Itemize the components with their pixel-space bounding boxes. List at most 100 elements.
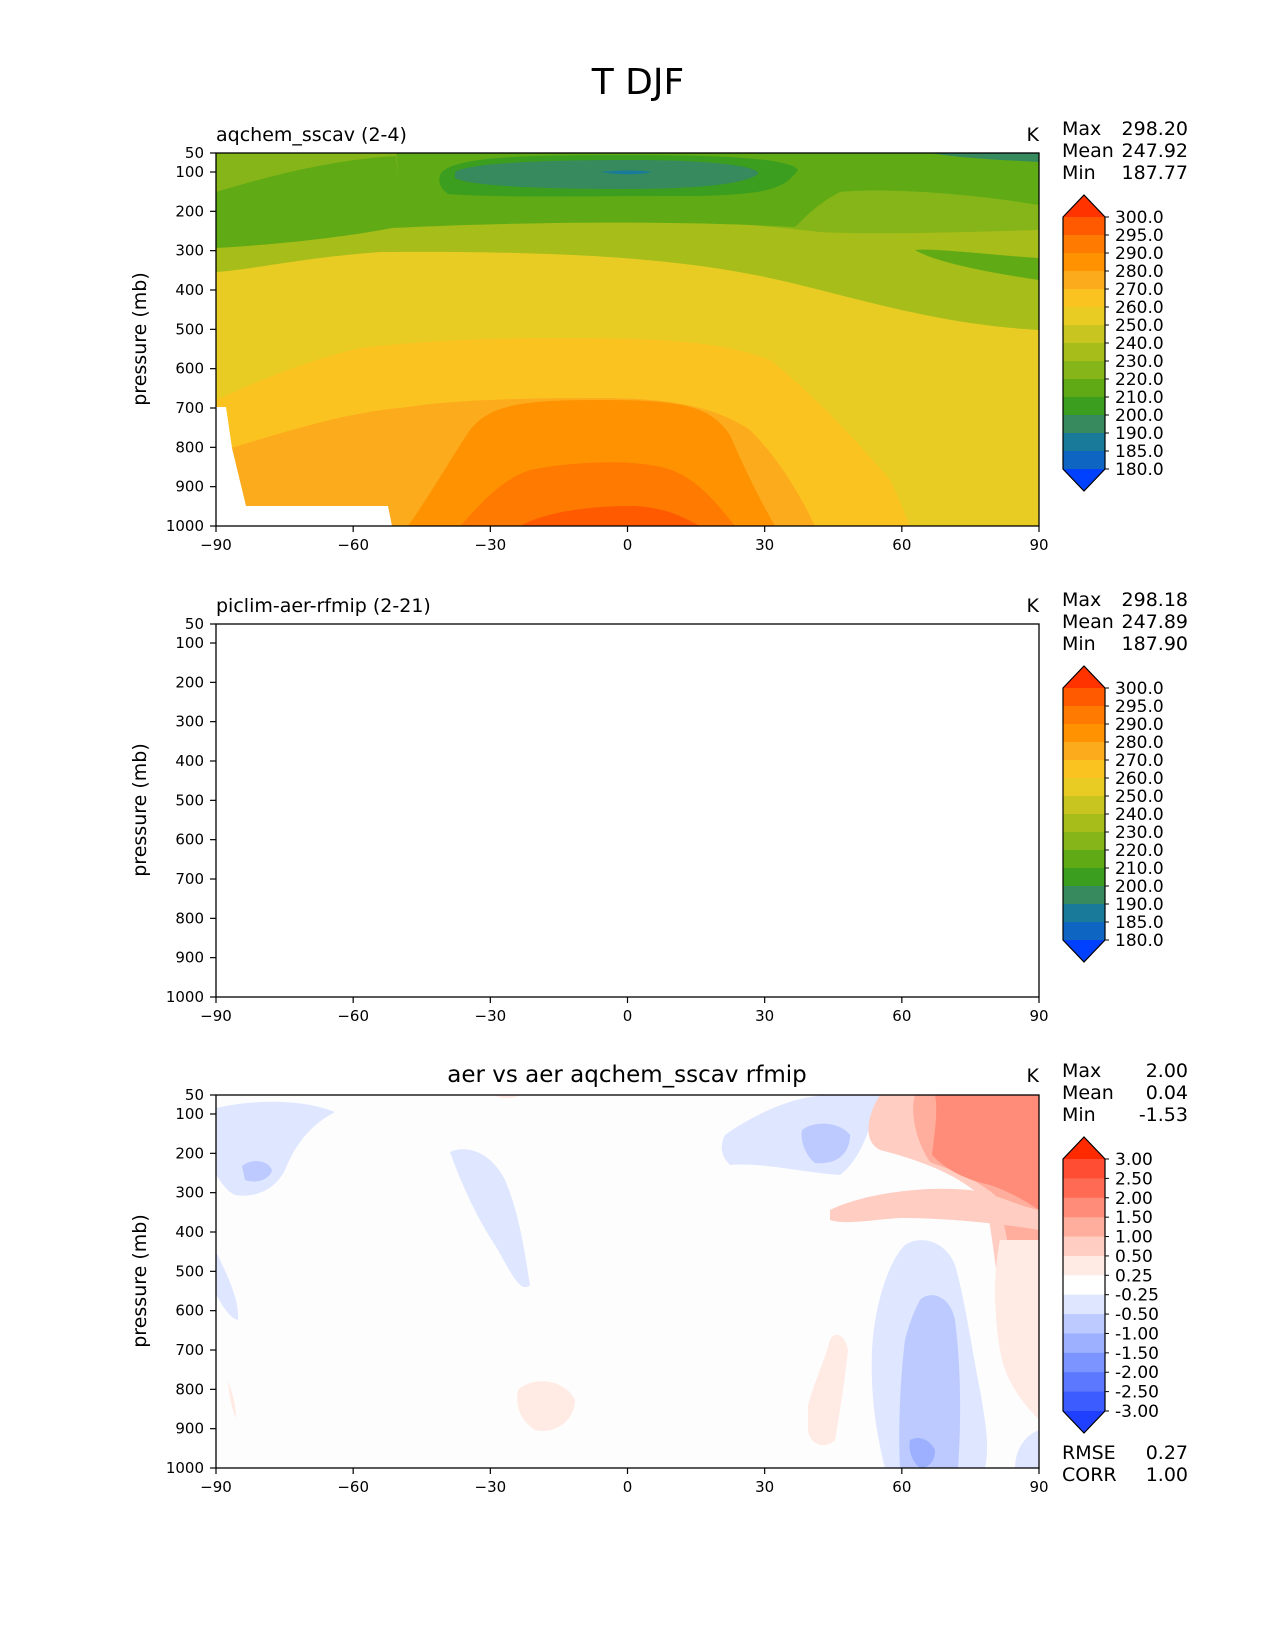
panel-3-xtick-label: −60 — [337, 1478, 369, 1496]
panel-2-mean-value: 247.89 — [1122, 611, 1188, 633]
panel-3-colorbar-segment — [1063, 1255, 1105, 1276]
panel-2-colorbar-segment — [1063, 886, 1105, 905]
panel-3-mean-value: 0.04 — [1146, 1082, 1188, 1104]
panel-1-colorbar-label: 270.0 — [1115, 280, 1164, 300]
panel-2: piclim-aer-rfmip (2-21) K Max 298.18 Mea… — [129, 589, 1188, 1025]
panel-2-colorbar-label: 300.0 — [1115, 679, 1164, 699]
panel-2-colorbar-label: 185.0 — [1115, 913, 1164, 933]
panel-3-xtick-label: 60 — [892, 1478, 911, 1496]
panel-3-colorbar-label: 2.50 — [1115, 1169, 1153, 1189]
panel-2-colorbar-segment — [1063, 922, 1105, 941]
panel-2-ylabel: pressure (mb) — [129, 743, 151, 877]
panel-2-colorbar-label: 295.0 — [1115, 697, 1164, 717]
panel-1-colorbar-label: 260.0 — [1115, 298, 1164, 318]
panel-2-colorbar-label: 280.0 — [1115, 733, 1164, 753]
panel-1-colorbar-segment — [1063, 325, 1105, 344]
panel-3-rmse-label: RMSE — [1062, 1442, 1116, 1464]
panel-2-colorbar-segment — [1063, 706, 1105, 725]
panel-3-colorbar-label: -3.00 — [1115, 1402, 1159, 1422]
panel-3-colorbar-label: -1.50 — [1115, 1344, 1159, 1364]
panel-1-xtick-label: 90 — [1029, 536, 1048, 554]
panel-2-max-value: 298.18 — [1122, 589, 1188, 611]
panel-3-xtick-label: −90 — [200, 1478, 232, 1496]
panel-2-max-label: Max — [1062, 589, 1101, 611]
panel-2-ytick-label: 300 — [175, 713, 204, 731]
panel-2-units: K — [1027, 595, 1040, 617]
panel-2-colorbar: 300.0295.0290.0280.0270.0260.0250.0240.0… — [1062, 665, 1164, 963]
panel-3-min-value: -1.53 — [1139, 1104, 1188, 1126]
panel-2-ytick-label: 800 — [175, 909, 204, 927]
panel-2-colorbar-extend-min — [1063, 940, 1105, 962]
panel-2-ytick-label: 500 — [175, 791, 204, 809]
panel-1-colorbar-label: 250.0 — [1115, 316, 1164, 336]
panel-3-colorbar-segment — [1063, 1314, 1105, 1334]
panel-2-min-label: Min — [1062, 633, 1096, 655]
panel-1-colorbar-segment — [1063, 379, 1105, 398]
panel-1-colorbar-label: 230.0 — [1115, 352, 1164, 372]
panel-2-colorbar-segment — [1063, 760, 1105, 779]
panel-1-title: aqchem_sscav (2-4) — [216, 124, 407, 146]
panel-2-title: piclim-aer-rfmip (2-21) — [216, 595, 431, 617]
panel-3-max-value: 2.00 — [1146, 1060, 1188, 1082]
panel-3-colorbar-label: -2.50 — [1115, 1383, 1159, 1403]
panel-3-stats: Max 2.00 Mean 0.04 Min -1.53 — [1062, 1060, 1188, 1126]
panel-2-colorbar-label: 260.0 — [1115, 769, 1164, 789]
panel-1-colorbar-label: 190.0 — [1115, 424, 1164, 444]
panel-2-contour-field — [216, 624, 1039, 997]
panel-2-colorbar-label: 220.0 — [1115, 841, 1164, 861]
panel-1-colorbar-label: 220.0 — [1115, 370, 1164, 390]
panel-1-xtick-label: −90 — [200, 536, 232, 554]
panel-1-colorbar-label: 200.0 — [1115, 406, 1164, 426]
panel-2-colorbar-extend-max — [1063, 666, 1105, 688]
panel-1-min-value: 187.77 — [1122, 162, 1188, 184]
panel-1-ytick-label: 800 — [175, 438, 204, 456]
panel-2-colorbar-segment — [1063, 724, 1105, 743]
panel-3-colorbar-segment — [1063, 1159, 1105, 1179]
panel-1-colorbar-segment — [1063, 451, 1105, 470]
panel-2-xtick-label: −30 — [475, 1007, 507, 1025]
panel-2-ytick-label: 700 — [175, 870, 204, 888]
panel-2-colorbar-label: 240.0 — [1115, 805, 1164, 825]
panel-3-colorbar-segment — [1063, 1372, 1105, 1393]
panel-1-colorbar-label: 290.0 — [1115, 244, 1164, 264]
panel-1-ytick-label: 1000 — [166, 517, 204, 535]
panel-2-colorbar-label: 210.0 — [1115, 859, 1164, 879]
panel-3-colorbar-segment — [1063, 1391, 1105, 1412]
panel-3-ytick-label: 800 — [175, 1380, 204, 1398]
panel-2-ytick-label: 1000 — [166, 988, 204, 1006]
panel-1-colorbar-segment — [1063, 433, 1105, 452]
panel-3-ytick-label: 200 — [175, 1144, 204, 1162]
panel-1-xtick-label: 0 — [623, 536, 633, 554]
panel-1-ylabel: pressure (mb) — [129, 272, 151, 406]
panel-1-stats: Max 298.20 Mean 247.92 Min 187.77 — [1062, 118, 1188, 184]
panel-1-max-label: Max — [1062, 118, 1101, 140]
panel-3-colorbar-label: 0.50 — [1115, 1247, 1153, 1267]
panel-2-colorbar-label: 230.0 — [1115, 823, 1164, 843]
panel-2-min-value: 187.90 — [1122, 633, 1188, 655]
panel-2-colorbar-segment — [1063, 778, 1105, 797]
panel-3-ylabel: pressure (mb) — [129, 1214, 151, 1348]
panel-2-colorbar-segment — [1063, 742, 1105, 761]
panel-3-contour-field — [216, 1095, 1039, 1468]
panel-1-ytick-label: 100 — [175, 163, 204, 181]
panel-2-xtick-label: −90 — [200, 1007, 232, 1025]
panel-3-xtick-label: 0 — [623, 1478, 633, 1496]
panel-3-ytick-label: 400 — [175, 1223, 204, 1241]
panel-3-colorbar-segment — [1063, 1294, 1105, 1315]
panel-1-colorbar-extend-min — [1063, 469, 1105, 491]
panel-2-ytick-label: 200 — [175, 673, 204, 691]
panel-3-xtick-label: 90 — [1029, 1478, 1048, 1496]
panel-3-min-label: Min — [1062, 1104, 1096, 1126]
panel-1-xtick-label: 30 — [755, 536, 774, 554]
panel-3: aer vs aer aqchem_sscav rfmip K Max 2.00… — [129, 1060, 1188, 1496]
panel-1-colorbar-segment — [1063, 343, 1105, 362]
panel-2-frame — [215, 623, 1040, 998]
panel-3-colorbar: 3.002.502.001.501.000.500.25-0.25-0.50-1… — [1062, 1136, 1159, 1434]
panel-1-max-value: 298.20 — [1122, 118, 1188, 140]
panel-3-colorbar-label: -0.50 — [1115, 1305, 1159, 1325]
panel-1-colorbar-segment — [1063, 253, 1105, 272]
panel-2-colorbar-segment — [1063, 850, 1105, 869]
